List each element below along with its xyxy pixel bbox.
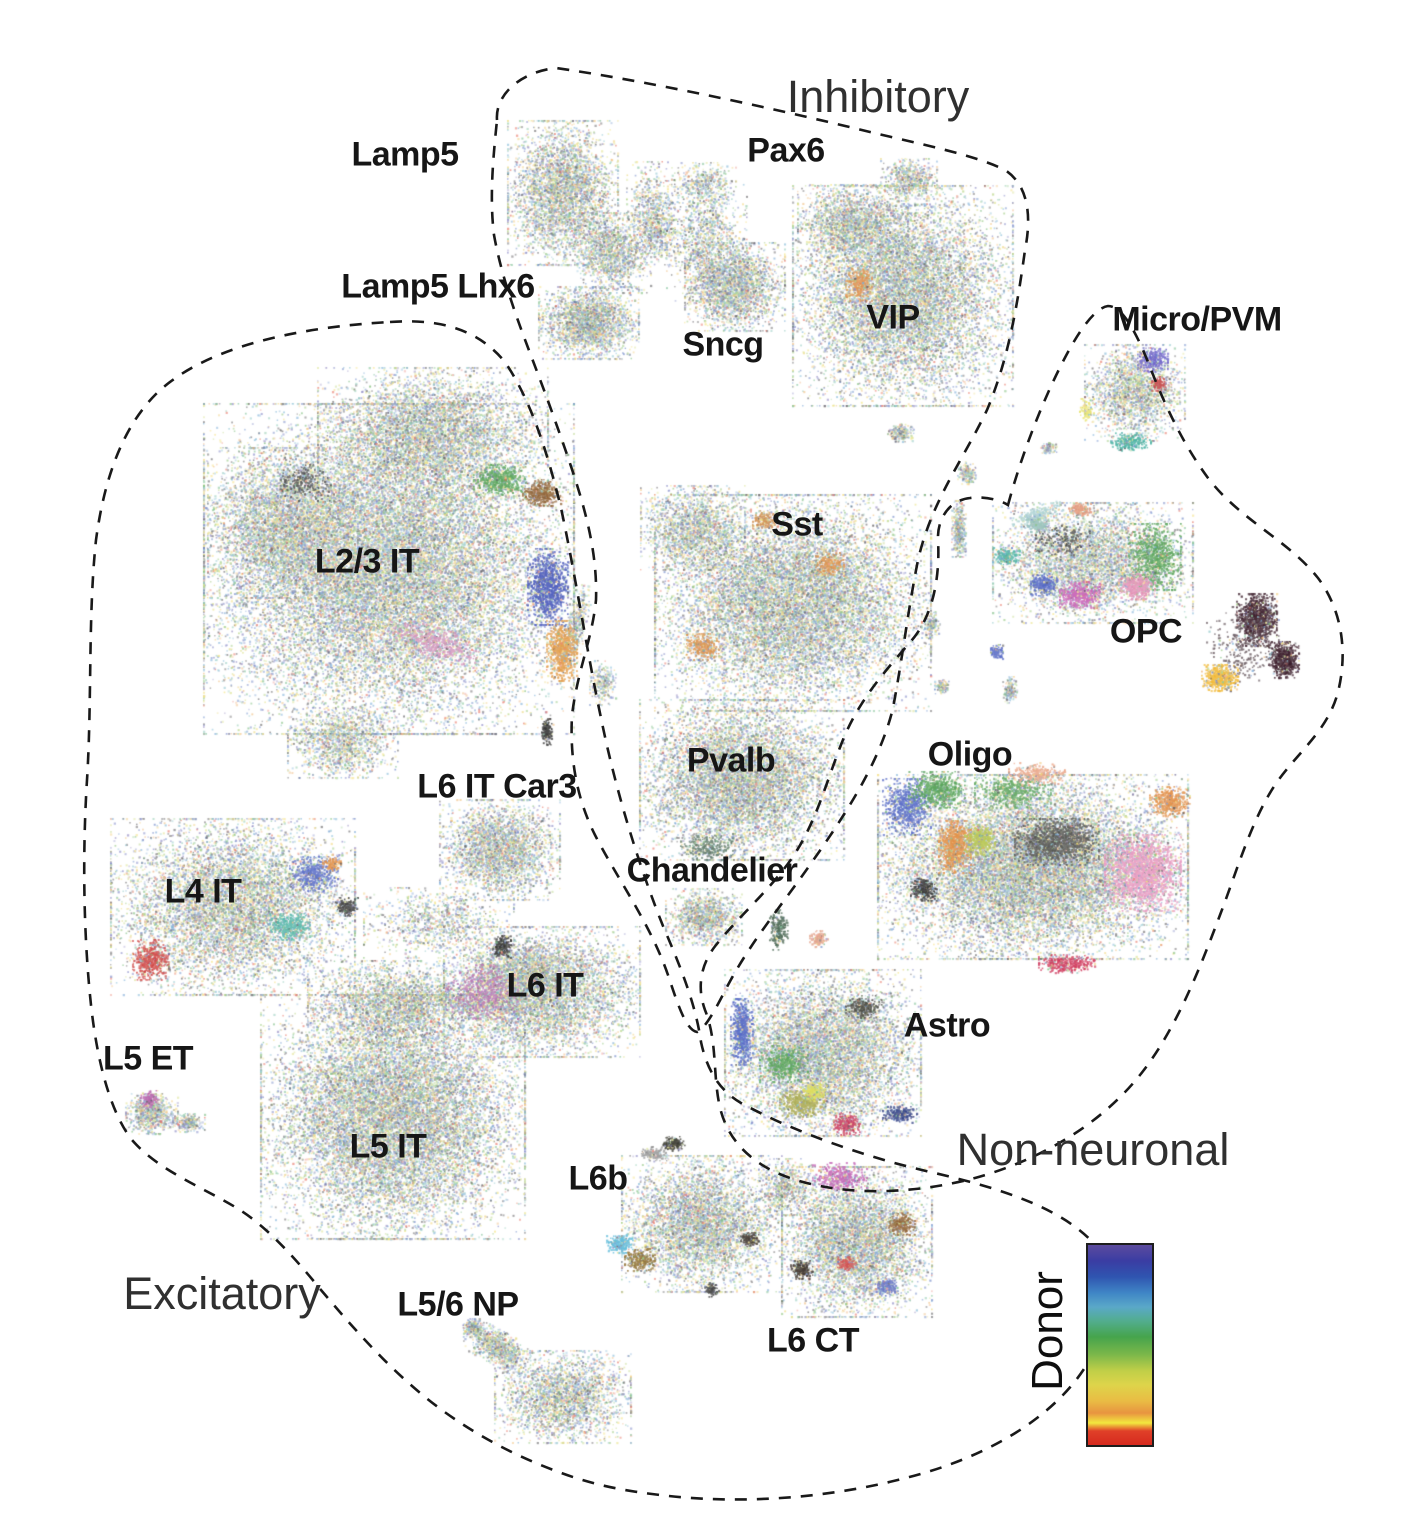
donor-colorbar-label: Donor [1023, 1271, 1072, 1391]
donor-colorbar [1086, 1243, 1154, 1447]
